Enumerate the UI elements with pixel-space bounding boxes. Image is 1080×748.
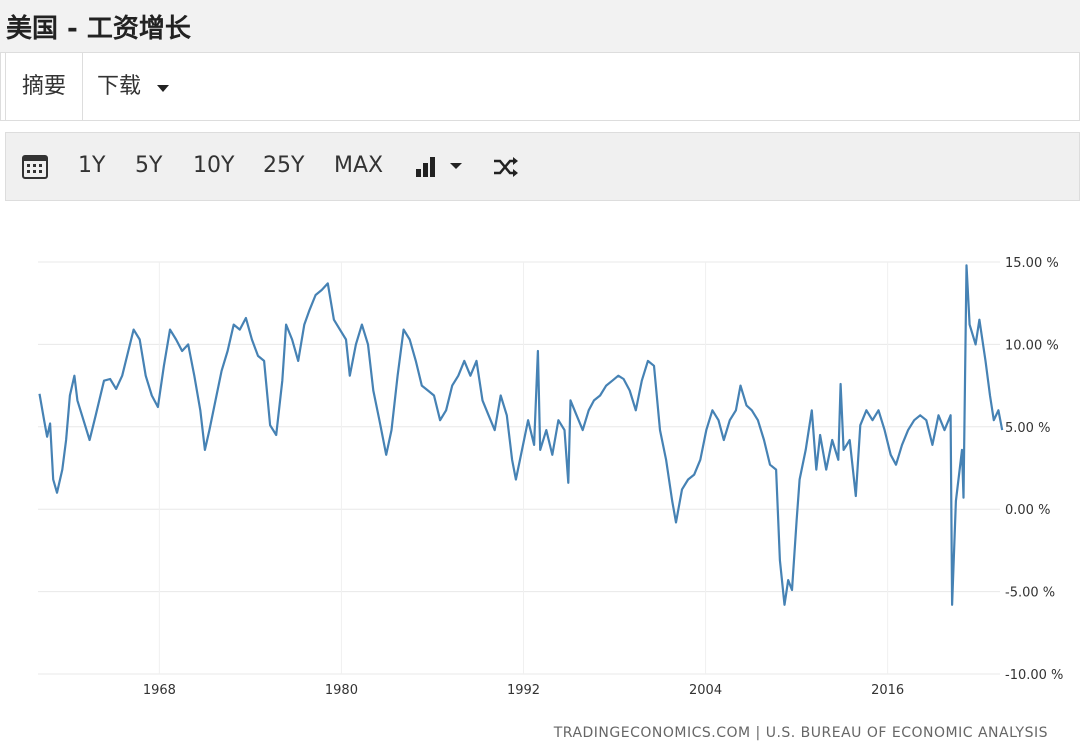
- calendar-icon[interactable]: [22, 154, 48, 180]
- data-line: [38, 264, 1004, 606]
- toolbar: 1Y 5Y 10Y 25Y MAX: [5, 132, 1080, 201]
- range-button[interactable]: 5Y: [135, 153, 163, 178]
- tab[interactable]: 下载: [97, 53, 170, 120]
- y-tick-label: 10.00 %: [1005, 338, 1059, 353]
- y-tick-label: 5.00 %: [1005, 421, 1050, 436]
- y-tick-label: -10.00 %: [1005, 668, 1063, 683]
- header: 美国 - 工资增长: [0, 0, 1080, 52]
- shuffle-icon[interactable]: [492, 155, 520, 179]
- dropdown-icon: [157, 85, 170, 92]
- chart-type-icon[interactable]: [414, 155, 464, 179]
- range-button[interactable]: 1Y: [78, 153, 106, 178]
- tab[interactable]: 摘要: [5, 53, 83, 120]
- x-tick-label: 1980: [325, 683, 358, 698]
- range-button[interactable]: 10Y: [193, 153, 235, 178]
- tab-bar: 摘要 下载: [0, 52, 1080, 121]
- tab-label: 下载: [97, 74, 142, 99]
- y-tick-label: 0.00 %: [1005, 503, 1050, 518]
- y-tick-label: 15.00 %: [1005, 256, 1059, 271]
- page-title: 美国 - 工资增长: [6, 14, 191, 44]
- x-tick-label: 1968: [143, 683, 176, 698]
- x-tick-label: 1992: [507, 683, 540, 698]
- chart: 15.00 % 10.00 % 5.00 % 0.00 % -5.00 % -10.00 …: [38, 256, 1063, 741]
- y-tick-label: -5.00 %: [1005, 586, 1055, 601]
- source-note: TRADINGECONOMICS.COM | U.S. BUREAU OF EC…: [553, 725, 1048, 741]
- x-tick-label: 2016: [871, 683, 904, 698]
- range-button[interactable]: MAX: [334, 153, 384, 178]
- x-tick-label: 2004: [689, 683, 722, 698]
- range-button[interactable]: 25Y: [263, 153, 305, 178]
